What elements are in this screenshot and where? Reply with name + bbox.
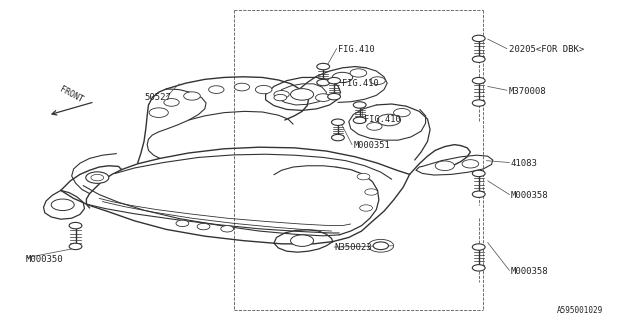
Circle shape — [328, 77, 340, 84]
Circle shape — [462, 160, 479, 168]
Text: A595001029: A595001029 — [557, 306, 603, 315]
Text: FIG.410: FIG.410 — [338, 45, 374, 54]
Circle shape — [328, 93, 340, 100]
Circle shape — [378, 114, 401, 126]
Text: N350023: N350023 — [334, 244, 372, 252]
Circle shape — [209, 86, 224, 93]
Circle shape — [365, 189, 378, 195]
Circle shape — [472, 244, 485, 250]
Circle shape — [435, 161, 454, 171]
Circle shape — [472, 35, 485, 42]
Circle shape — [332, 134, 344, 141]
Circle shape — [176, 220, 189, 227]
Circle shape — [274, 94, 287, 101]
Circle shape — [472, 100, 485, 106]
Circle shape — [332, 72, 353, 83]
Text: FIG.410: FIG.410 — [364, 115, 400, 124]
Circle shape — [367, 123, 382, 130]
Circle shape — [370, 77, 385, 84]
Circle shape — [317, 79, 330, 86]
Circle shape — [472, 191, 485, 197]
Circle shape — [69, 222, 82, 229]
Circle shape — [316, 94, 331, 101]
Circle shape — [69, 243, 82, 250]
Text: M000358: M000358 — [511, 267, 548, 276]
Circle shape — [472, 56, 485, 62]
Circle shape — [357, 173, 370, 180]
Text: 41083: 41083 — [511, 159, 538, 168]
Circle shape — [291, 89, 314, 100]
Circle shape — [197, 223, 210, 230]
Circle shape — [373, 242, 388, 250]
Circle shape — [274, 91, 289, 98]
Circle shape — [86, 172, 109, 183]
Circle shape — [291, 235, 314, 246]
Circle shape — [234, 83, 250, 91]
Circle shape — [184, 92, 200, 100]
Text: FIG.410: FIG.410 — [342, 79, 379, 88]
Circle shape — [394, 108, 410, 117]
Circle shape — [149, 108, 168, 117]
Circle shape — [164, 99, 179, 106]
Circle shape — [353, 117, 366, 124]
Circle shape — [472, 265, 485, 271]
Circle shape — [221, 226, 234, 232]
Circle shape — [472, 77, 485, 84]
Text: M000351: M000351 — [353, 141, 390, 150]
Circle shape — [360, 205, 372, 211]
Circle shape — [353, 102, 366, 108]
Circle shape — [255, 85, 272, 94]
Text: 50527: 50527 — [144, 93, 171, 102]
Circle shape — [317, 63, 330, 70]
Circle shape — [51, 199, 74, 211]
Circle shape — [350, 69, 367, 77]
Text: FRONT: FRONT — [58, 85, 85, 105]
Circle shape — [472, 170, 485, 177]
Text: 20205<FOR DBK>: 20205<FOR DBK> — [509, 45, 584, 54]
Text: M000350: M000350 — [26, 255, 63, 264]
Circle shape — [332, 119, 344, 125]
Text: M000358: M000358 — [511, 191, 548, 200]
Text: M370008: M370008 — [509, 87, 547, 96]
